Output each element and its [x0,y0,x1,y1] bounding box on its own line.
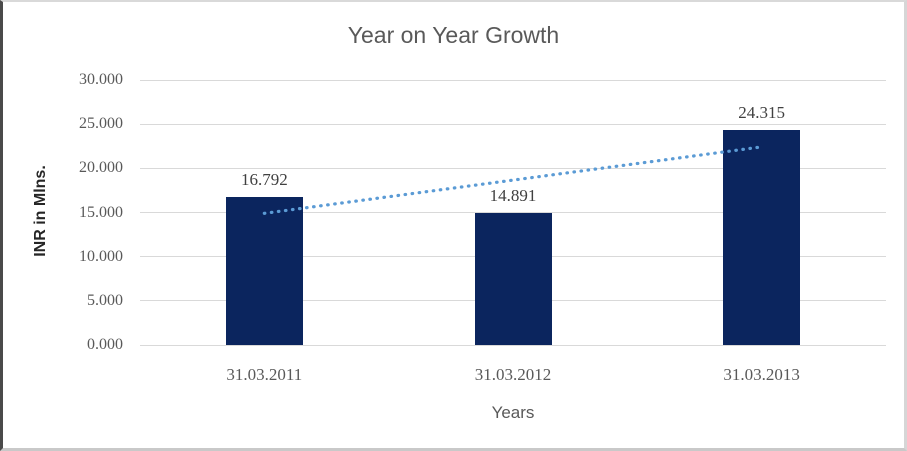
bar [474,213,552,345]
gridline [140,123,886,125]
y-tick-label: 30.000 [79,71,123,88]
bar [225,196,303,345]
gridline [140,79,886,81]
bar [723,130,801,345]
x-tick-label: 31.03.2011 [226,365,303,384]
y-tick-label: 0.000 [87,336,123,353]
y-tick-label: 15.000 [79,203,123,221]
x-tick-label: 31.03.2013 [723,365,800,384]
y-tick-label: 5.000 [87,291,123,309]
bar-value-label: 24.315 [738,103,786,123]
y-tick-label: 25.000 [79,115,123,133]
bar-value-label: 16.792 [240,169,288,189]
x-axis-title: Years [491,403,535,422]
y-tick-label: 20.000 [79,159,123,177]
y-tick-label: 10.000 [79,247,123,265]
gridline [140,344,886,346]
bar-value-label: 14.891 [489,186,537,206]
x-tick-label: 31.03.2012 [474,365,552,384]
chart-title: Year on Year Growth [347,22,560,48]
